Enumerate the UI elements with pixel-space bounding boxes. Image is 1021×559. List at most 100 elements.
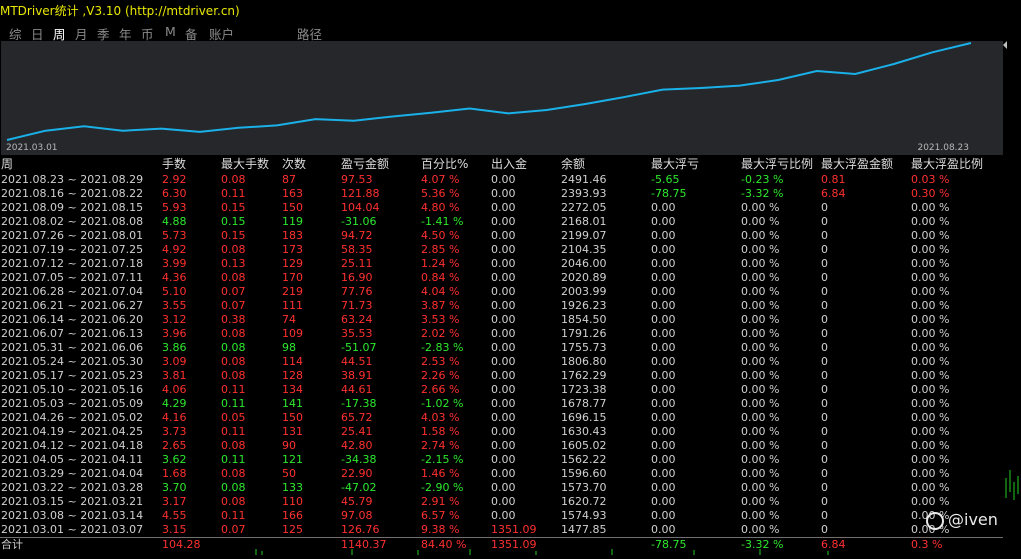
cell-max-float-profit: 0 [821, 453, 828, 466]
cell-max-float-loss: 0.00 [651, 201, 676, 214]
cell-lots: 3.70 [162, 481, 187, 494]
cell-max-float-loss: -78.75 [651, 187, 687, 200]
cell-balance: 2003.99 [561, 285, 607, 298]
cell-max-float-profit: 0 [821, 313, 828, 326]
tab-10[interactable]: 路径 [297, 27, 323, 42]
cell-deposit: 0.00 [491, 299, 516, 312]
table-row: 2021.05.31 ~ 2021.06.06 3.86 0.08 98 -51.07 -… [0, 341, 1003, 355]
table-row: 2021.07.12 ~ 2021.07.18 3.99 0.13 129 25.11 1… [0, 257, 1003, 271]
cell-deposit: 0.00 [491, 397, 516, 410]
cell-max-float-profit: 0 [821, 467, 828, 480]
cell-deposit: 0.00 [491, 285, 516, 298]
cell-max-float-profit: 0 [821, 257, 828, 270]
cell-max-float-profit-pct: 0.00 % [911, 229, 950, 242]
cell-lots: 3.15 [162, 523, 187, 536]
cell-pnl: 35.53 [341, 327, 373, 340]
cell-max-float-profit: 0 [821, 481, 828, 494]
cell-deposit: 0.00 [491, 327, 516, 340]
cell-balance: 1477.85 [561, 523, 607, 536]
cell-max-float-loss: 0.00 [651, 523, 676, 536]
cell-lots: 4.29 [162, 397, 187, 410]
cell-max-float-profit-pct: 0.00 % [911, 453, 950, 466]
cell-trades: 163 [282, 187, 303, 200]
tab-0[interactable]: 综 [9, 27, 22, 42]
cell-trades: 150 [282, 201, 303, 214]
table-row: 2021.08.16 ~ 2021.08.22 6.30 0.11 163 121.88… [0, 187, 1003, 201]
cell-trades: 173 [282, 243, 303, 256]
cell-max-float-loss: -5.65 [651, 173, 680, 186]
tab-5[interactable]: 年 [119, 27, 132, 42]
cell-pnl: 126.76 [341, 523, 380, 536]
table-row: 2021.04.05 ~ 2021.04.11 3.62 0.11 121 -34.38… [0, 453, 1003, 467]
cell-trades: 50 [282, 467, 296, 480]
tab-8[interactable]: 备 [185, 27, 198, 42]
cell-deposit: 0.00 [491, 201, 516, 214]
cell-max-float-profit: 0 [821, 439, 828, 452]
cell-lots: 5.93 [162, 201, 187, 214]
table-row: 2021.04.19 ~ 2021.04.25 3.73 0.11 131 25.41 1… [0, 425, 1003, 439]
cell-pct: -2.90 % [421, 481, 464, 494]
cell-max-float-loss: 0.00 [651, 271, 676, 284]
cell-pnl: -34.38 [341, 453, 377, 466]
cell-pct: 3.87 % [421, 299, 460, 312]
cell-max-float-profit: 0 [821, 397, 828, 410]
cell-balance: 1723.38 [561, 383, 607, 396]
cell-max-float-profit: 0 [821, 341, 828, 354]
table-row: 2021.08.02 ~ 2021.08.08 4.88 0.15 119 -31.06… [0, 215, 1003, 229]
cell-max-float-loss: 0.00 [651, 481, 676, 494]
cell-max-float-loss-pct: 0.00 % [741, 299, 780, 312]
cell-pnl: 25.41 [341, 425, 373, 438]
cell-trades: 87 [282, 173, 296, 186]
tab-1[interactable]: 日 [31, 27, 44, 42]
cell-deposit: 1351.09 [491, 523, 537, 536]
cell-pct: 4.07 % [421, 173, 460, 186]
cell-lots: 4.16 [162, 411, 187, 424]
cell-trades: 133 [282, 481, 303, 494]
tab-2[interactable]: 周 [53, 27, 66, 42]
cell-trades: 134 [282, 383, 303, 396]
cell-pct: 5.36 % [421, 187, 460, 200]
cell-max-float-loss-pct: 0.00 % [741, 481, 780, 494]
cell-max-float-profit-pct: 0.00 % [911, 369, 950, 382]
cell-max-float-profit-pct: 0.00 % [911, 313, 950, 326]
cell-max-float-loss-pct: 0.00 % [741, 243, 780, 256]
cell-trades: 129 [282, 257, 303, 270]
cell-max-float-loss-pct: -3.32 % [741, 187, 784, 200]
cell-max-lots: 0.11 [221, 453, 246, 466]
tab-4[interactable]: 季 [97, 27, 110, 42]
cell-pct: 2.02 % [421, 327, 460, 340]
wechat-logo-icon [926, 511, 944, 530]
tab-6[interactable]: 币 [141, 27, 154, 42]
cell-max-float-profit: 0 [821, 425, 828, 438]
cell-trades: 74 [282, 313, 296, 326]
cell-max-float-profit: 最大浮盈金额 [821, 157, 894, 171]
table-row: 2021.05.24 ~ 2021.05.30 3.09 0.08 114 44.51 2… [0, 355, 1003, 369]
cell-pnl: 盈亏金额 [341, 157, 390, 171]
cell-lots: 5.10 [162, 285, 187, 298]
table-row: 2021.03.22 ~ 2021.03.28 3.70 0.08 133 -47.02… [0, 481, 1003, 495]
cell-balance: 2168.01 [561, 215, 607, 228]
tab-7[interactable]: M [165, 24, 176, 39]
cell-lots: 3.62 [162, 453, 187, 466]
cell-max-float-loss-pct: 0.00 % [741, 509, 780, 522]
cell-deposit: 0.00 [491, 187, 516, 200]
cell-max-float-loss-pct: 0.00 % [741, 439, 780, 452]
cell-pct: 2.53 % [421, 355, 460, 368]
table-row: 2021.03.01 ~ 2021.03.07 3.15 0.07 125 126.76… [0, 523, 1003, 537]
cell-lots: 1.68 [162, 467, 187, 480]
cell-pct: 2.66 % [421, 383, 460, 396]
table-row: 2021.06.28 ~ 2021.07.04 5.10 0.07 219 77.76 4… [0, 285, 1003, 299]
tab-3[interactable]: 月 [75, 27, 88, 42]
tab-9[interactable]: 账户 [209, 27, 235, 42]
cell-trades: 90 [282, 439, 296, 452]
cell-max-lots: 0.08 [221, 271, 246, 284]
cell-max-lots: 0.08 [221, 369, 246, 382]
cell-max-float-loss-pct: -0.23 % [741, 173, 784, 186]
cell-max-float-loss-pct: -3.32 % [741, 538, 784, 551]
cell-max-float-loss: 0.00 [651, 425, 676, 438]
cell-max-float-profit-pct: 0.03 % [911, 173, 950, 186]
cell-max-float-profit: 0 [821, 355, 828, 368]
cell-max-lots: 0.11 [221, 425, 246, 438]
cell-lots: 4.36 [162, 271, 187, 284]
cell-max-float-loss-pct: 0.00 % [741, 425, 780, 438]
